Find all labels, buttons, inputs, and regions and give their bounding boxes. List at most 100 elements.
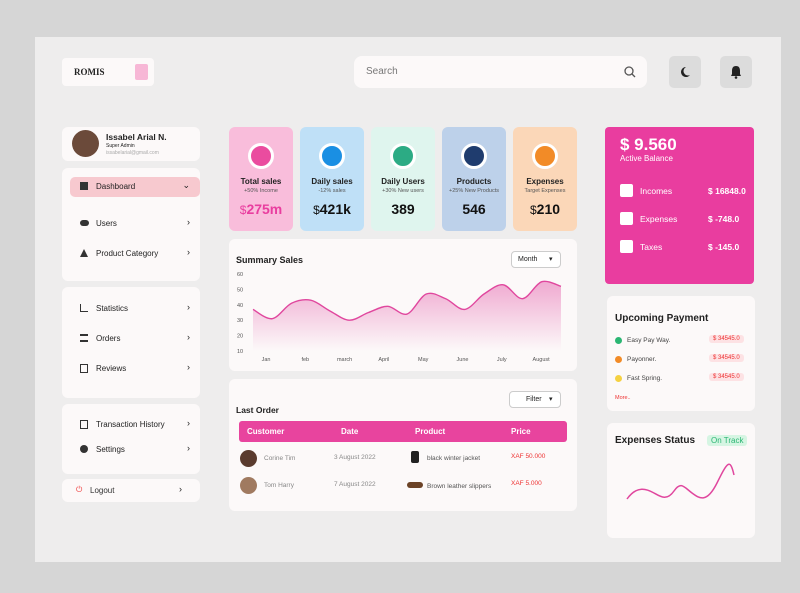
stat-value: $210 <box>513 201 577 217</box>
card-title: Summary Sales <box>236 255 304 265</box>
x-tick-label: march <box>337 357 352 363</box>
chevron: › <box>187 247 190 257</box>
table-row[interactable]: Tom Harry 7 August 2022 Brown leather sl… <box>229 476 577 496</box>
stat-subtitle: -12% sales <box>318 188 346 194</box>
filter-label: Filter <box>526 396 542 403</box>
caret: ▾ <box>549 396 553 403</box>
more-link[interactable]: More.. <box>615 395 631 401</box>
expenses-status-card: Expenses Status On Track <box>607 423 755 538</box>
x-tick-label: Jan <box>262 357 271 363</box>
y-tick-label: 30 <box>237 318 243 324</box>
stat-card[interactable]: Daily Users +30% New users 389 <box>371 127 435 231</box>
cell: Brown leather slippers <box>427 483 492 490</box>
nav-icon <box>80 220 89 226</box>
profile-card[interactable]: Issabel Arial N. Super Admin issabelaria… <box>62 127 200 161</box>
balance-row[interactable]: Taxes $ -145.0 <box>620 240 750 254</box>
stat-title: Daily sales <box>311 177 353 186</box>
y-tick-label: 20 <box>237 334 243 340</box>
bell-icon <box>731 66 741 79</box>
nav-card: Statistics › Orders › Reviews › <box>62 287 200 398</box>
x-tick-label: April <box>378 357 389 363</box>
stat-card[interactable]: Products +25% New Products 546 <box>442 127 506 231</box>
stat-card[interactable]: Expenses Target Expenses $210 <box>513 127 577 231</box>
stat-icon <box>532 143 558 169</box>
balance-label: Active Balance <box>620 154 673 163</box>
row-value: $ -145.0 <box>708 242 740 252</box>
balance-row[interactable]: Expenses $ -748.0 <box>620 212 750 226</box>
nav-card: Dashboard ⌄ Users › Product Category › <box>62 168 200 281</box>
stat-subtitle: +30% New users <box>382 188 424 194</box>
theme-button[interactable] <box>669 56 701 88</box>
payment-item[interactable]: Fast Spring. $ 34545.0 <box>615 373 750 385</box>
x-tick-label: feb <box>301 357 309 363</box>
row-label: Taxes <box>640 242 663 252</box>
nav-item[interactable]: Users › <box>70 214 200 234</box>
nav-item[interactable]: Settings › <box>70 440 200 460</box>
stat-card[interactable]: Daily sales -12% sales $421k <box>300 127 364 231</box>
nav-label: Transaction History <box>96 420 165 429</box>
filter-button[interactable]: Filter ▾ <box>509 391 561 408</box>
nav-label: Settings <box>96 445 125 454</box>
payment-amount: $ 34545.0 <box>709 373 744 381</box>
search-box[interactable]: Search <box>354 56 647 88</box>
row-value: $ -748.0 <box>708 214 740 224</box>
nav-item[interactable]: Orders › <box>70 329 200 349</box>
moon-icon <box>681 67 690 77</box>
payment-amount: $ 34545.0 <box>709 354 744 362</box>
row-label: Expenses <box>640 214 678 224</box>
last-order-card: Last Order Filter ▾ Customer Date Product… <box>229 379 577 511</box>
stat-title: Products <box>456 177 492 186</box>
nav-item[interactable]: Reviews › <box>70 359 200 379</box>
chevron: › <box>187 302 190 312</box>
notification-button[interactable] <box>720 56 752 88</box>
cell: XAF 5.000 <box>511 480 542 487</box>
stat-card[interactable]: Total sales +50% Income $275m <box>229 127 293 231</box>
stat-title: Expenses <box>526 177 564 186</box>
stat-amount: 210 <box>536 201 561 217</box>
brand: ROMIS <box>74 67 105 77</box>
chevron: › <box>187 217 190 227</box>
stat-value: 546 <box>442 201 506 217</box>
stat-amount: 546 <box>462 201 486 217</box>
nav-item[interactable]: Transaction History › <box>70 415 200 435</box>
x-tick-label: August <box>533 357 551 363</box>
cell: 3 August 2022 <box>334 454 376 461</box>
row-icon <box>620 212 633 225</box>
upcoming-card: Upcoming Payment Easy Pay Way. $ 34545.0 P… <box>607 296 755 411</box>
search-icon <box>624 66 636 78</box>
nav-icon <box>80 445 88 453</box>
avatar <box>240 477 257 494</box>
nav-item[interactable]: Statistics › <box>70 299 200 319</box>
logo-icon <box>135 64 148 80</box>
logo-box[interactable]: ROMIS <box>62 58 154 86</box>
payment-amount: $ 34545.0 <box>709 335 744 343</box>
table-row[interactable]: Corine Tim 3 August 2022 black winter ja… <box>229 449 577 469</box>
nav-item[interactable]: Dashboard ⌄ <box>70 177 200 197</box>
balance-row[interactable]: Incomes $ 16848.0 <box>620 184 750 198</box>
period-dropdown[interactable]: Month ▾ <box>511 251 561 268</box>
stat-currency: $ <box>239 203 247 217</box>
nav-label: Dashboard <box>96 182 136 191</box>
status-badge: On Track <box>707 435 748 446</box>
status-dot <box>615 375 622 382</box>
avatar <box>240 450 257 467</box>
expenses-trend <box>626 463 735 500</box>
nav-icon <box>80 249 88 257</box>
payment-item[interactable]: Payonner. $ 34545.0 <box>615 354 750 366</box>
column-header: Customer <box>247 427 285 436</box>
table-header: Customer Date Product Price <box>239 421 567 442</box>
logout-button[interactable]: ⏻ Logout › <box>62 479 200 502</box>
nav-label: Reviews <box>96 364 127 373</box>
cell: Tom Harry <box>264 482 294 489</box>
nav-icon <box>80 182 88 190</box>
stat-icon <box>319 143 345 169</box>
sales-area <box>253 281 561 351</box>
cell: 7 August 2022 <box>334 481 376 488</box>
nav-item[interactable]: Product Category › <box>70 244 200 264</box>
stat-title: Daily Users <box>381 177 425 186</box>
payment-item[interactable]: Easy Pay Way. $ 34545.0 <box>615 335 750 347</box>
stat-value: 389 <box>371 201 435 217</box>
balance-card: $ 9.560 Active Balance Incomes $ 16848.0 E… <box>605 127 754 284</box>
nav-icon <box>80 304 88 312</box>
sales-line <box>252 280 562 321</box>
